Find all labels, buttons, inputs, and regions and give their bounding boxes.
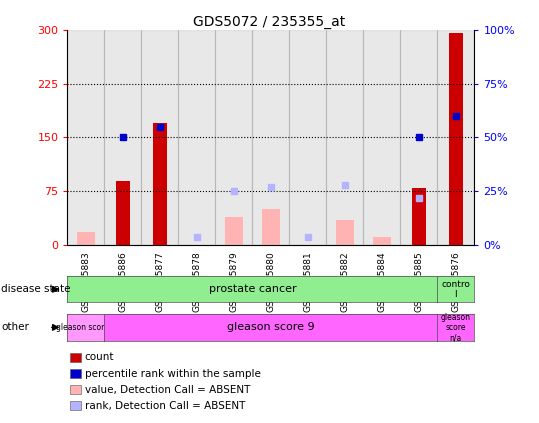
Bar — [336, 220, 354, 245]
Bar — [363, 30, 400, 245]
Text: gleason
score
n/a: gleason score n/a — [441, 313, 471, 342]
Bar — [77, 232, 95, 245]
Text: other: other — [1, 322, 29, 332]
Text: rank, Detection Call = ABSENT: rank, Detection Call = ABSENT — [85, 401, 245, 411]
Bar — [412, 188, 426, 245]
Text: count: count — [85, 352, 114, 363]
Text: contro
l: contro l — [441, 280, 470, 299]
Bar — [153, 123, 167, 245]
Bar — [216, 30, 252, 245]
Text: gleason score 8: gleason score 8 — [56, 323, 116, 332]
Bar — [289, 30, 326, 245]
Text: disease state: disease state — [1, 284, 71, 294]
Bar — [116, 181, 130, 245]
Bar — [252, 30, 289, 245]
Bar — [326, 30, 363, 245]
Text: value, Detection Call = ABSENT: value, Detection Call = ABSENT — [85, 385, 250, 395]
Text: prostate cancer: prostate cancer — [209, 284, 296, 294]
Bar — [141, 30, 178, 245]
Bar — [449, 33, 463, 245]
Bar — [67, 30, 105, 245]
Bar — [225, 217, 243, 245]
Bar — [262, 209, 280, 245]
Text: GDS5072 / 235355_at: GDS5072 / 235355_at — [194, 15, 345, 29]
Bar — [437, 30, 474, 245]
Bar — [400, 30, 437, 245]
Bar — [372, 237, 391, 245]
Bar — [105, 30, 141, 245]
Bar — [178, 30, 216, 245]
Text: gleason score 9: gleason score 9 — [227, 322, 315, 332]
Text: percentile rank within the sample: percentile rank within the sample — [85, 368, 260, 379]
